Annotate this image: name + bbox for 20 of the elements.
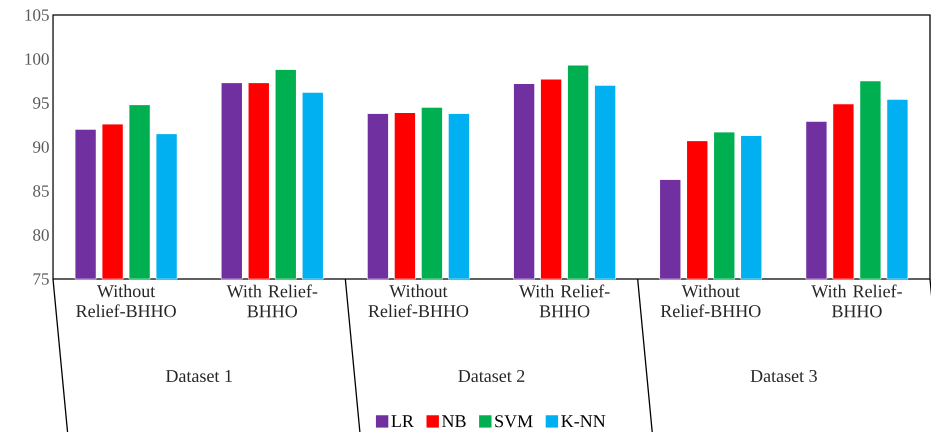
- text: Dataset 3: [750, 370, 817, 382]
- y-tick-label: 80: [33, 229, 49, 241]
- x-tick-label: Without Relief-BHHO: [76, 284, 176, 318]
- legend-label: K-NN: [561, 415, 606, 428]
- y-tick-label: 85: [33, 185, 49, 197]
- y-tick-label: 75: [34, 273, 49, 285]
- y-tick-label: 105: [25, 9, 49, 21]
- y-tick-label: 100: [25, 53, 49, 65]
- text: Dataset 2: [458, 370, 524, 382]
- x-tick-label: Without Relief-BHHO: [368, 284, 468, 318]
- x-tick-label: With Relief-BHHO: [226, 284, 318, 318]
- x-tick-label: With Relief-BHHO: [811, 284, 902, 318]
- legend-label: SVM: [495, 415, 533, 428]
- legend-label: LR: [391, 415, 414, 428]
- y-tick-label: 95: [33, 97, 49, 109]
- text: Dataset 1: [166, 370, 232, 382]
- y-tick-label: 90: [33, 141, 49, 153]
- x-tick-label: With Relief-BHHO: [518, 284, 610, 318]
- x-tick-label: Without Relief-BHHO: [660, 284, 761, 318]
- legend-label: NB: [442, 415, 466, 428]
